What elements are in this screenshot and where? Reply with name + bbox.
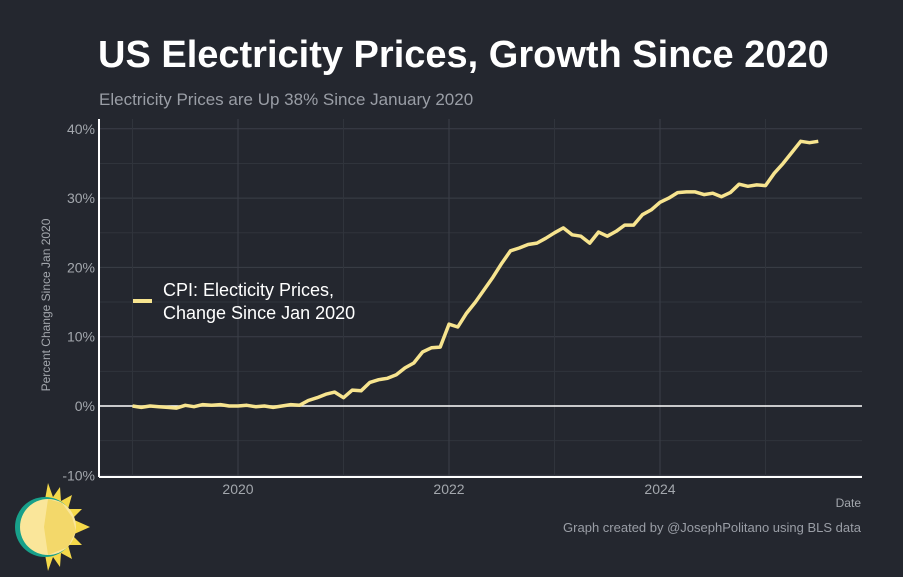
y-tick-label: 20%	[67, 259, 95, 275]
y-tick-label: -10%	[62, 467, 95, 483]
chart-subtitle: Electricity Prices are Up 38% Since Janu…	[99, 90, 474, 109]
y-tick-label: 0%	[75, 398, 95, 414]
x-tick-label: 2022	[433, 481, 464, 497]
x-tick-label: 2024	[644, 481, 675, 497]
series-line-cpi-electricity	[132, 139, 819, 410]
y-tick-label: 30%	[67, 190, 95, 206]
sun-logo	[15, 483, 90, 571]
legend-label-line1: CPI: Electicity Prices,	[163, 280, 334, 300]
y-tick-label: 10%	[67, 329, 95, 345]
x-axis-label: Date	[836, 496, 862, 510]
legend-label-line2: Change Since Jan 2020	[163, 303, 355, 323]
gridlines	[99, 119, 862, 477]
tick-labels: -10% 0% 10% 20% 30% 40% 2020 2022 2024	[62, 121, 675, 497]
y-tick-label: 40%	[67, 121, 95, 137]
x-tick-label: 2020	[222, 481, 253, 497]
source-caption: Graph created by @JosephPolitano using B…	[563, 520, 861, 535]
y-axis-label: Percent Change Since Jan 2020	[39, 218, 53, 391]
legend: CPI: Electicity Prices, Change Since Jan…	[133, 280, 355, 323]
chart-title: US Electricity Prices, Growth Since 2020	[98, 34, 829, 76]
